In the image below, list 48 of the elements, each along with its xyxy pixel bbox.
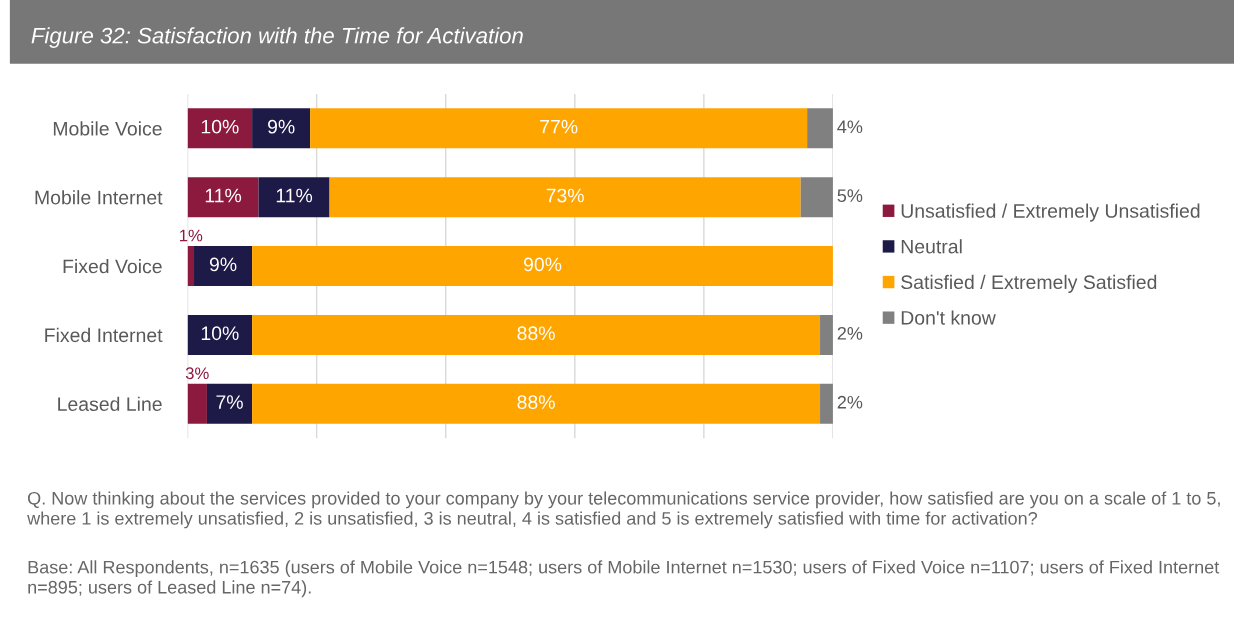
data-label: 2% bbox=[837, 326, 863, 340]
bar bbox=[252, 383, 821, 424]
text: Base: All Respondents, n=1635 (users of Mobile Voice n=1548; users of Mobile Internet n=1530; users of Fixed Voice n=1107; users of Fixed Internet n=895; users of Leased Line n=74). bbox=[28, 560, 1220, 598]
y-tick-label: Leased Line bbox=[58, 396, 162, 412]
legend-label: Don't know bbox=[901, 310, 996, 325]
data-label: 5% bbox=[837, 189, 863, 203]
text: Q. Now thinking about the services provided to your company by your telecommunications service provider, how satisfied are you on a scale of 1 to 5, where 1 is extremely unsatisfied, 2 is unsatisfied, 3 is neutral, 4 is satisfied and 5 is extremely satisfied with time for activation? bbox=[27, 491, 1220, 529]
data-label: 9% bbox=[209, 257, 237, 272]
data-label: 11% bbox=[276, 188, 313, 203]
bar bbox=[187, 383, 207, 424]
bar bbox=[194, 246, 253, 287]
data-label: 11% bbox=[205, 188, 242, 203]
chart-title: Figure 32: Satisfaction with the Time for Activation bbox=[31, 27, 523, 48]
bar bbox=[187, 177, 259, 218]
bar bbox=[820, 383, 833, 424]
data-label: 4% bbox=[837, 120, 863, 134]
bar bbox=[800, 177, 833, 218]
bar bbox=[820, 314, 833, 355]
bar bbox=[187, 246, 195, 287]
data-label: 77% bbox=[540, 119, 578, 134]
data-label: 9% bbox=[268, 119, 295, 134]
bar bbox=[252, 108, 311, 149]
bar bbox=[310, 108, 808, 149]
y-tick-label: Mobile Internet bbox=[35, 190, 163, 205]
y-tick-label: Mobile Voice bbox=[53, 121, 162, 136]
bar bbox=[187, 108, 253, 149]
data-label: 3% bbox=[185, 367, 209, 380]
data-label: 73% bbox=[546, 188, 584, 203]
y-tick-label: Fixed Internet bbox=[45, 327, 163, 343]
data-label: 1% bbox=[180, 229, 203, 242]
data-label: 88% bbox=[517, 326, 555, 341]
bar bbox=[252, 246, 833, 287]
bar bbox=[807, 108, 833, 149]
data-label: 10% bbox=[201, 119, 239, 134]
legend-label: Satisfied / Extremely Satisfied bbox=[901, 274, 1157, 293]
data-label: 88% bbox=[517, 395, 555, 409]
bar bbox=[258, 177, 330, 218]
data-label: 10% bbox=[201, 326, 239, 341]
bar bbox=[187, 314, 253, 355]
data-label: 90% bbox=[523, 257, 562, 272]
legend-label: Neutral bbox=[901, 239, 962, 254]
bar bbox=[252, 314, 821, 355]
bar bbox=[206, 383, 253, 424]
data-label: 2% bbox=[837, 395, 863, 409]
bar bbox=[329, 177, 801, 218]
legend-label: Unsatisfied / Extremely Unsatisfied bbox=[901, 203, 1200, 222]
y-tick-label: Fixed Voice bbox=[63, 259, 162, 274]
data-label: 7% bbox=[216, 395, 243, 409]
